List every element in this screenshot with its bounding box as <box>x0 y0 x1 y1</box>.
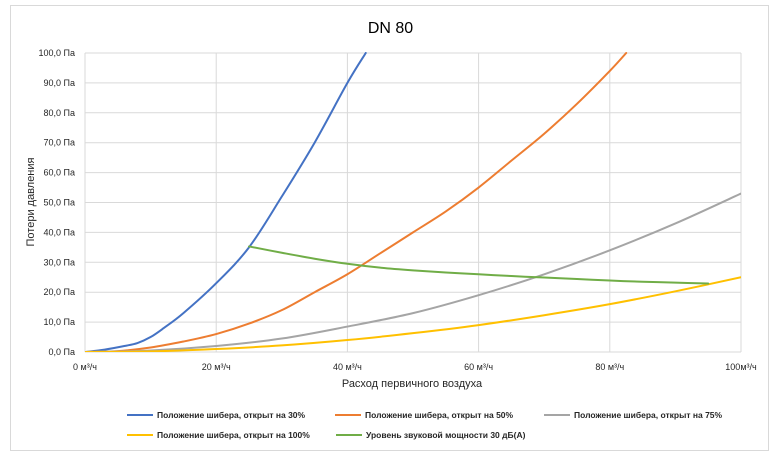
series-layer <box>85 52 741 352</box>
x-tick-label: 20 м³/ч <box>202 362 231 372</box>
y-tick-label: 100,0 Па <box>39 48 76 58</box>
x-tick-label: 80 м³/ч <box>595 362 624 372</box>
x-tick-label: 60 м³/ч <box>464 362 493 372</box>
y-tick-label: 0,0 Па <box>49 347 76 357</box>
y-tick-label: 70,0 Па <box>44 138 76 148</box>
legend-item: Уровень звуковой мощности 30 дБ(А) <box>336 430 526 440</box>
legend-item: Положение шибера, открыт на 30% <box>127 410 306 420</box>
legend-label: Уровень звуковой мощности 30 дБ(А) <box>366 430 526 440</box>
legend-label: Положение шибера, открыт на 75% <box>574 410 723 420</box>
legend-label: Положение шибера, открыт на 50% <box>365 410 514 420</box>
y-tick-label: 60,0 Па <box>44 168 76 178</box>
series-line-1 <box>85 52 367 352</box>
series-line-4 <box>85 276 741 352</box>
x-tick-label: 40 м³/ч <box>333 362 362 372</box>
legend: Положение шибера, открыт на 30% Положение… <box>127 410 723 440</box>
tick-layer: 0,0 Па 10,0 Па 20,0 Па 30,0 Па 40,0 Па 50,0 П… <box>39 48 758 372</box>
y-axis-title: Потери давления <box>25 157 37 246</box>
legend-item: Положение шибера, открыт на 75% <box>544 410 723 420</box>
legend-item: Положение шибера, открыт на 100% <box>127 430 310 440</box>
y-tick-label: 40,0 Па <box>44 227 76 237</box>
y-tick-label: 30,0 Па <box>44 257 76 267</box>
x-axis-title: Расход первичного воздуха <box>342 378 483 390</box>
chart-title: DN 80 <box>367 20 414 37</box>
series-line-5 <box>248 245 710 285</box>
series-line-3 <box>85 192 741 352</box>
chart-frame <box>10 5 769 451</box>
y-tick-label: 50,0 Па <box>44 198 76 208</box>
grid-layer <box>84 52 742 353</box>
y-tick-label: 90,0 Па <box>44 78 76 88</box>
legend-item: Положение шибера, открыт на 50% <box>335 410 514 420</box>
y-tick-label: 20,0 Па <box>44 287 76 297</box>
x-tick-label: 100м³/ч <box>725 362 757 372</box>
y-tick-label: 80,0 Па <box>44 108 76 118</box>
legend-label: Положение шибера, открыт на 30% <box>157 410 306 420</box>
series-line-2 <box>85 52 628 352</box>
y-tick-label: 10,0 Па <box>44 317 76 327</box>
legend-label: Положение шибера, открыт на 100% <box>157 430 310 440</box>
x-tick-label: 0 м³/ч <box>73 362 97 372</box>
